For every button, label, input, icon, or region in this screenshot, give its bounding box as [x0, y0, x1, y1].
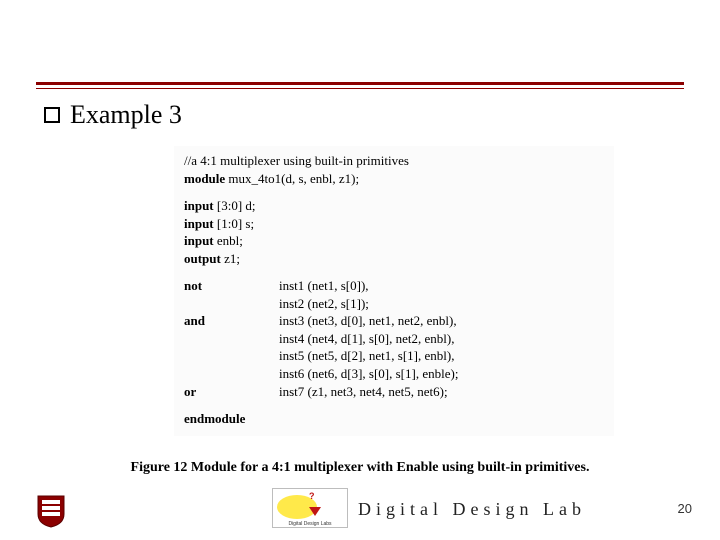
code-header: //a 4:1 multiplexer using built-in primi… [184, 152, 604, 187]
rule-sub [36, 88, 684, 89]
decl-line: input enbl; [184, 232, 604, 250]
decl-line: input [1:0] s; [184, 215, 604, 233]
keyword-and: and [184, 312, 279, 382]
keyword-endmodule: endmodule [184, 410, 604, 428]
keyword-not: not [184, 277, 279, 312]
keyword-module: module [184, 171, 225, 186]
code-instances: not inst1 (net1, s[0]), inst2 (net2, s[1… [184, 277, 458, 400]
footer-lab-text: Digital Design Lab [358, 499, 586, 520]
rule-top [36, 82, 684, 85]
inst-group-and: and inst3 (net3, d[0], net1, net2, enbl)… [184, 312, 458, 382]
keyword-output: output [184, 251, 221, 266]
bullet-checkbox-icon [44, 107, 60, 123]
inst-line: inst5 (net5, d[2], net1, s[1], enbl), [279, 347, 458, 365]
code-decls: input [3:0] d; input [1:0] s; input enbl… [184, 197, 604, 267]
inst-line: inst3 (net3, d[0], net1, net2, enbl), [279, 312, 458, 330]
keyword-input: input [184, 216, 214, 231]
inst-line: inst4 (net4, d[1], s[0], net2, enbl), [279, 330, 458, 348]
code-listing: //a 4:1 multiplexer using built-in primi… [174, 146, 614, 436]
inst-lines: inst3 (net3, d[0], net1, net2, enbl), in… [279, 312, 458, 382]
inst-line: inst6 (net6, d[3], s[0], s[1], enble); [279, 365, 458, 383]
inst-line: inst1 (net1, s[0]), [279, 277, 458, 295]
decl-line: input [3:0] d; [184, 197, 604, 215]
inst-lines: inst7 (z1, net3, net4, net5, net6); [279, 383, 458, 401]
logo-arrow-icon [309, 507, 321, 516]
inst-lines: inst1 (net1, s[0]), inst2 (net2, s[1]); [279, 277, 458, 312]
shield-logo-icon [36, 494, 66, 528]
logo-question-mark: ? [309, 491, 315, 501]
decl-rest: [1:0] s; [214, 216, 254, 231]
page-number: 20 [678, 501, 692, 516]
decl-rest: [3:0] d; [214, 198, 256, 213]
decl-rest: z1; [221, 251, 240, 266]
keyword-or: or [184, 383, 279, 401]
inst-group-not: not inst1 (net1, s[0]), inst2 (net2, s[1… [184, 277, 458, 312]
decl-line: output z1; [184, 250, 604, 268]
keyword-input: input [184, 198, 214, 213]
ddl-logo-icon: ? Digital Design Labs [272, 488, 348, 528]
decl-rest: enbl; [214, 233, 243, 248]
inst-line: inst7 (z1, net3, net4, net5, net6); [279, 383, 458, 401]
figure-caption: Figure 12 Module for a 4:1 multiplexer w… [0, 460, 720, 476]
slide-footer: ? Digital Design Labs Digital Design Lab… [0, 484, 720, 528]
code-comment: //a 4:1 multiplexer using built-in primi… [184, 152, 604, 170]
logo-tiny-text: Digital Design Labs [273, 521, 347, 527]
keyword-input: input [184, 233, 214, 248]
slide-heading: Example 3 [70, 100, 182, 130]
inst-line: inst2 (net2, s[1]); [279, 295, 458, 313]
module-signature: mux_4to1(d, s, enbl, z1); [225, 171, 359, 186]
inst-group-or: or inst7 (z1, net3, net4, net5, net6); [184, 383, 458, 401]
heading-row: Example 3 [44, 100, 182, 130]
code-module-decl: module mux_4to1(d, s, enbl, z1); [184, 170, 604, 188]
